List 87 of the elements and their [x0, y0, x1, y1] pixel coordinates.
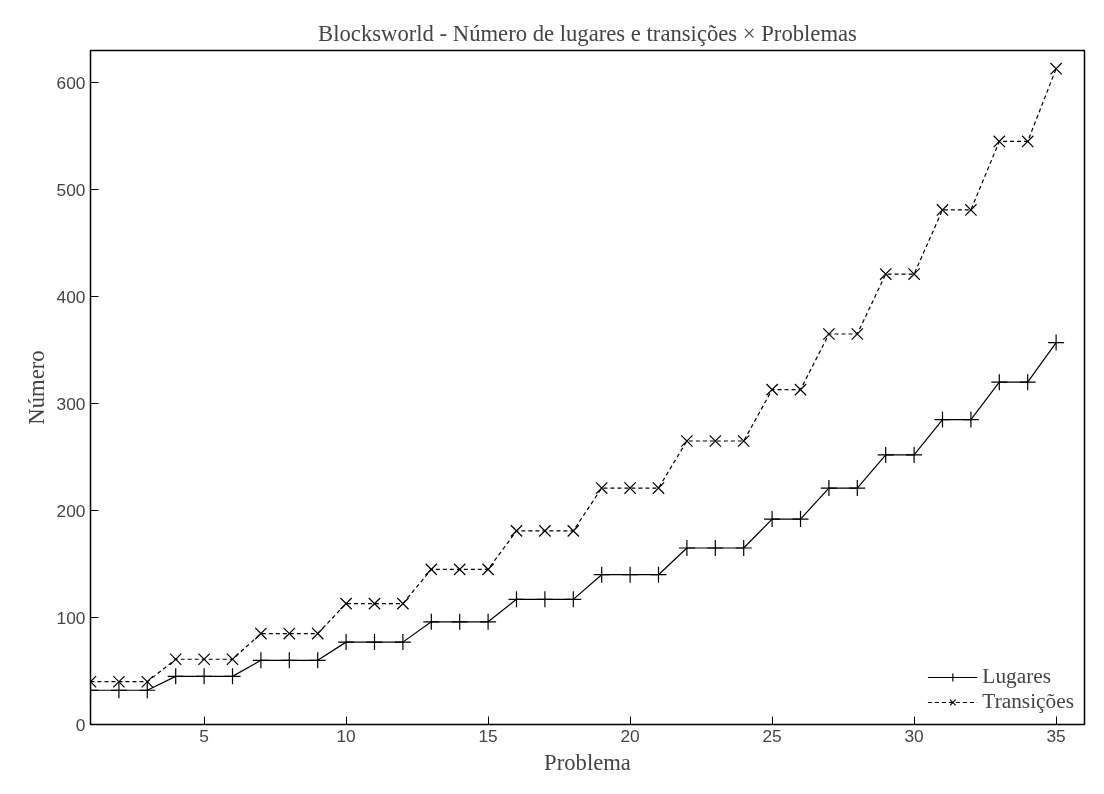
point	[507, 590, 526, 608]
point	[879, 267, 892, 281]
point	[396, 597, 410, 610]
point	[1019, 373, 1037, 391]
y-axis-title: Número	[23, 350, 49, 425]
point	[425, 563, 438, 576]
point	[479, 613, 497, 631]
point	[283, 627, 296, 640]
point	[621, 566, 639, 584]
point	[368, 597, 381, 610]
point	[422, 613, 440, 631]
point	[564, 590, 582, 608]
point	[765, 383, 779, 396]
point	[964, 203, 978, 217]
y-tick-label: 500	[56, 179, 86, 200]
y-tick-label: 200	[56, 500, 86, 521]
point	[709, 434, 722, 448]
y-tick-label: 300	[56, 393, 86, 414]
point	[905, 446, 923, 464]
x-tick-label: 25	[762, 725, 782, 746]
point	[365, 633, 384, 651]
point	[538, 524, 552, 538]
point	[763, 510, 781, 528]
x-tick-label: 15	[478, 725, 498, 746]
x-tick-label: 20	[620, 725, 640, 746]
point	[481, 563, 495, 576]
point	[820, 479, 838, 497]
point	[311, 627, 324, 640]
y-tick-label: 0	[75, 714, 86, 735]
point	[280, 651, 298, 669]
point	[567, 524, 580, 538]
point	[226, 652, 239, 666]
x-tick-label: 35	[1046, 725, 1066, 746]
point	[141, 675, 154, 688]
point	[822, 327, 836, 341]
point	[735, 539, 753, 557]
point	[794, 383, 807, 396]
point	[993, 135, 1006, 148]
point	[394, 633, 412, 651]
point	[453, 563, 466, 576]
point	[197, 652, 211, 666]
point	[652, 481, 665, 495]
point	[169, 652, 182, 666]
point	[680, 434, 694, 448]
point	[195, 667, 213, 685]
point	[339, 597, 353, 610]
point	[706, 539, 724, 557]
y-tick-label: 400	[56, 286, 86, 307]
chart-title: Blocksworld - Número de lugares e transições × Problemas	[318, 20, 857, 46]
point	[1021, 135, 1034, 148]
x-tick-label: 10	[336, 725, 356, 746]
point	[510, 524, 523, 538]
point	[791, 510, 810, 528]
point	[649, 566, 668, 584]
point	[737, 434, 750, 448]
point	[595, 481, 608, 495]
x-tick-label: 5	[199, 725, 209, 746]
point	[962, 411, 980, 429]
point	[254, 627, 268, 640]
point	[252, 651, 270, 669]
point	[623, 481, 637, 495]
point	[933, 411, 952, 429]
point	[451, 613, 469, 631]
x-axis-title: Problema	[544, 749, 631, 775]
y-tick-label: 600	[56, 72, 86, 93]
point	[112, 675, 126, 688]
point	[337, 633, 355, 651]
legend-label: Lugares	[982, 664, 1052, 689]
point	[167, 667, 185, 685]
legend-label: Transições	[982, 689, 1074, 714]
point	[536, 590, 554, 608]
point	[138, 681, 156, 699]
point	[907, 267, 921, 281]
y-tick-label: 100	[56, 607, 86, 628]
point	[877, 446, 895, 464]
point	[678, 539, 696, 557]
point	[1049, 62, 1063, 75]
point	[848, 479, 866, 497]
point	[593, 566, 611, 584]
x-tick-label: 30	[904, 725, 924, 746]
point	[990, 373, 1008, 391]
point	[1047, 333, 1065, 352]
point	[936, 203, 949, 217]
point	[110, 681, 128, 699]
point	[223, 667, 242, 685]
point	[851, 327, 864, 341]
point	[309, 651, 327, 669]
